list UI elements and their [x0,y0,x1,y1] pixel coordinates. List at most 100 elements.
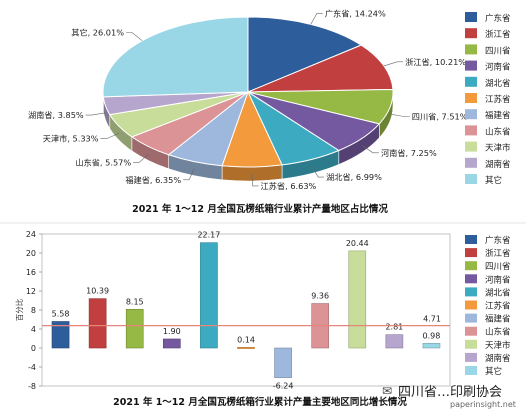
y-tick-label: 16 [26,268,36,277]
pie-legend-swatch-四川省 [465,44,477,55]
pie-legend-swatch-其它 [465,174,477,184]
divider [0,222,526,224]
bar-legend-label-河南省: 河南省 [485,274,511,285]
bar-legend-label-福建省: 福建省 [485,314,511,325]
pie-legend-label-江苏省: 江苏省 [485,94,511,105]
pie-slice-广东省 [247,16,363,93]
bar-legend-swatch-福建省 [465,313,477,323]
pie-leader-广东省 [310,13,323,25]
bar-四川省 [125,308,144,349]
pie-label-其它: 其它, 26.01% [71,27,124,37]
y-tick-label: 12 [26,287,36,296]
pie-leader-福建省 [183,168,195,181]
y-tick-label: 0 [31,344,36,353]
bar-value-label-江苏省: 0.14 [237,335,255,344]
pie-leader-山东省 [133,153,149,163]
reference-line-label: 4.71 [423,315,441,324]
y-tick-label: 20 [26,249,36,258]
bar-legend-label-四川省: 四川省 [485,261,511,272]
pie-legend-swatch-湖南省 [465,157,477,168]
wechat-icon: ✉ [382,384,393,398]
bar-chart-title: 2021 年 1～12 月全国瓦楞纸箱行业累计产量主要地区同比增长情况 [113,396,407,408]
bar-legend-label-其它: 其它 [485,366,502,377]
bar-legend-swatch-天津市 [465,339,477,349]
bar-legend-label-天津市: 天津市 [485,340,511,351]
bar-chart: 24 20 16 12 8 4 0 -4 -8 百分比 5.58 10.39 8.15 1.90 22.17… [14,230,451,391]
pie-label-天津市: 天津市, 5.33% [43,134,99,144]
bar-value-label-湖南省: 2.81 [385,323,403,332]
watermark-text: 四川省…印刷协会 [398,385,503,400]
bar-legend-label-山东省: 山东省 [485,327,511,338]
bar-value-label-天津市: 20.44 [346,239,369,248]
y-tick-label: 24 [26,230,36,239]
y-tick-label: 8 [31,306,36,315]
y-axis-label: 百分比 [14,298,24,321]
bar-广东省 [51,321,70,349]
bar-legend-swatch-湖北省 [465,287,477,297]
bar-湖北省 [200,242,218,349]
bar-legend-swatch-浙江省 [465,248,477,258]
bar-value-label-湖北省: 22.17 [197,231,220,240]
pie-legend-swatch-湖北省 [465,76,477,87]
pie-legend-label-湖北省: 湖北省 [485,78,511,89]
watermark-subtext: paperinsight.net [450,400,516,409]
bar-天津市 [348,250,367,349]
bar-legend-swatch-山东省 [465,326,477,336]
bar-value-label-四川省: 8.15 [126,297,144,306]
pie-slice-其它 [102,16,249,98]
pie-legend-swatch-天津市 [465,141,477,152]
bar-浙江省 [88,298,107,349]
pie-leader-河南省 [361,145,379,154]
bar-value-label-浙江省: 10.39 [86,287,109,296]
pie-label-浙江省: 浙江省, 10.21% [405,57,466,67]
pie-leader-浙江省 [383,61,404,67]
pie-label-湖南省: 湖南省, 3.85% [28,110,84,120]
bar-河南省 [162,338,181,349]
bar-legend-label-广东省: 广东省 [485,235,511,246]
bar-legend-label-湖南省: 湖南省 [485,353,511,364]
bar-legend-swatch-四川省 [465,261,477,271]
pie-legend-label-浙江省: 浙江省 [485,29,511,40]
bar-legend-swatch-其它 [465,366,477,375]
pie-legend-label-广东省: 广东省 [485,13,511,24]
pie-chart-title: 2021 年 1～12 月全国瓦楞纸箱行业累计产量地区占比情况 [132,203,388,215]
pie-label-河南省: 河南省, 7.25% [381,148,437,158]
y-tick-label: -4 [28,363,36,372]
pie-label-山东省: 山东省, 5.57% [75,157,131,167]
pie-label-福建省: 福建省, 6.35% [125,175,181,185]
pie-leader-四川省 [389,113,410,117]
pie-legend-swatch-山东省 [465,125,477,136]
pie-leader-江苏省 [251,173,259,187]
pie-legend-swatch-广东省 [465,12,477,22]
pie-legend-label-其它: 其它 [485,175,502,186]
watermark: ✉ 四川省…印刷协会 paperinsight.net [380,378,526,414]
bar-legend-label-江苏省: 江苏省 [485,301,511,312]
pie-legend-label-湖南省: 湖南省 [485,159,511,170]
bar-legend-swatch-江苏省 [465,300,477,310]
pie-legend-swatch-江苏省 [465,93,477,103]
pie-label-广东省: 广东省, 14.24% [325,9,386,19]
pie-label-四川省: 四川省, 7.51% [412,111,468,121]
bar-value-label-其它: 0.98 [423,331,441,340]
pie-legend-label-山东省: 山东省 [485,126,511,137]
bar-legend-swatch-湖南省 [465,352,477,362]
bar-legend-swatch-广东省 [465,235,477,244]
bar-value-label-山东省: 9.36 [311,292,329,301]
pie-legend-label-河南省: 河南省 [485,62,511,73]
pie-legend-swatch-浙江省 [465,28,477,39]
pie-legend-label-天津市: 天津市 [485,143,511,154]
y-tick-label: -8 [28,382,36,391]
bar-湖南省 [385,334,404,349]
y-tick-label: 4 [31,325,36,334]
bar-value-label-河南省: 1.90 [163,327,181,336]
pie-legend-label-四川省: 四川省 [485,45,511,56]
pie-slice-浙江省 [247,44,394,93]
pie-leader-其它 [126,32,143,41]
bar-value-label-福建省: -6.24 [273,382,294,391]
pie-leader-天津市 [100,132,120,140]
pie-legend-swatch-河南省 [465,60,477,71]
